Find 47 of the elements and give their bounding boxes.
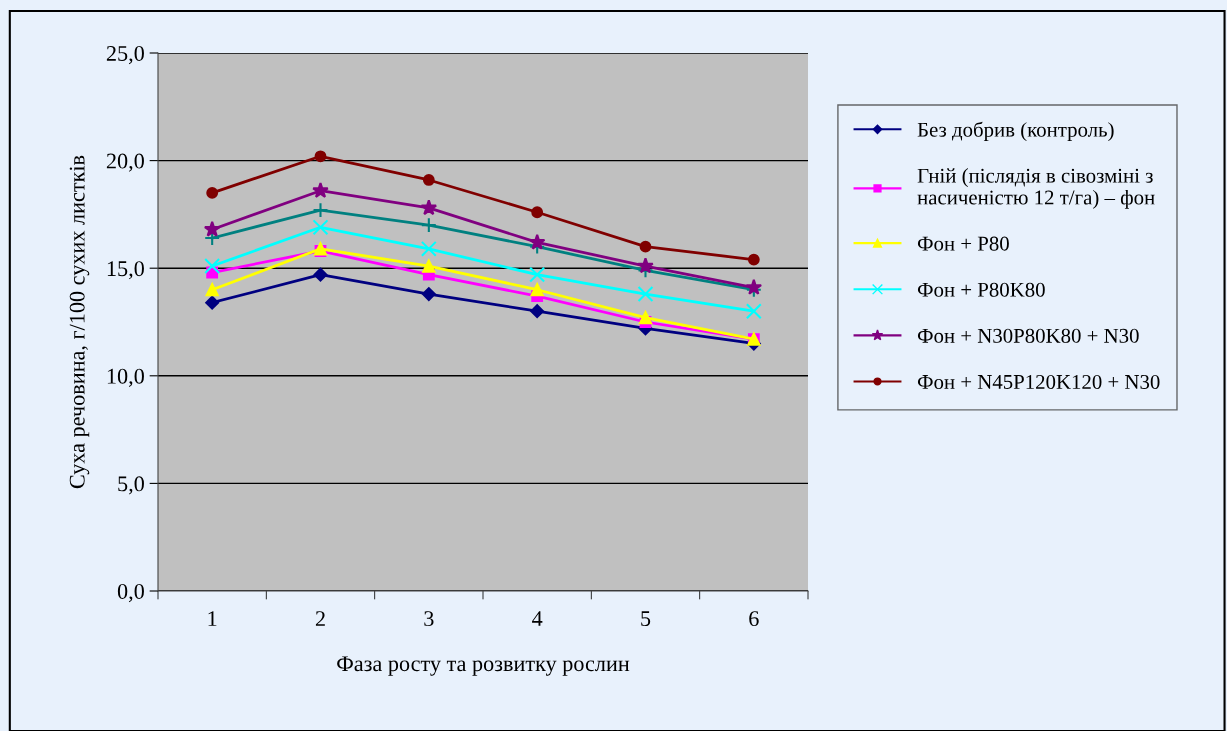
point: [205, 283, 219, 297]
point: [745, 303, 762, 320]
y-tick-label: 0,0: [117, 583, 144, 603]
point: [421, 287, 436, 301]
point: [203, 220, 221, 237]
x-tick-label: 5: [641, 611, 651, 627]
x-tick-label: 6: [749, 611, 759, 627]
point: [747, 253, 760, 266]
x-tick-label: 4: [532, 611, 543, 626]
point: [637, 257, 654, 274]
point: [531, 206, 544, 219]
legend-label: Фон + P80: [917, 236, 1009, 251]
point: [422, 174, 435, 186]
point: [204, 258, 221, 275]
point: [312, 182, 329, 198]
point: [420, 240, 437, 257]
legend-label: Фон + P80K80: [917, 282, 1045, 297]
point: [312, 219, 329, 236]
legend-label: Гній (післядія в сівозміні з насиченістю 12 т/га) – фон: [917, 168, 1155, 209]
point: [420, 199, 438, 216]
point: [205, 295, 220, 310]
y-tick-label: 5,0: [118, 476, 144, 495]
point: [206, 186, 219, 199]
x-axis-title: Фаза росту та розвитку рослин: [337, 656, 630, 676]
point: [530, 304, 545, 319]
x-tick-label: 3: [424, 611, 434, 627]
legend-label: Фон + N45P120K120 + N30: [917, 374, 1160, 389]
point: [530, 283, 544, 297]
y-tick-label: 10,0: [107, 368, 144, 387]
point: [639, 240, 652, 253]
y-tick-label: 20,0: [106, 153, 144, 172]
y-tick-label: 15,0: [107, 261, 144, 280]
y-tick-label: 25,0: [106, 45, 144, 65]
x-tick-label: 2: [315, 611, 325, 626]
legend-label: Без добрив (контроль): [917, 121, 1114, 142]
point: [528, 233, 546, 250]
point: [638, 311, 653, 325]
point: [313, 267, 328, 282]
legend-label: Фон + N30P80K80 + N30: [917, 328, 1139, 343]
point: [314, 150, 327, 163]
point: [312, 202, 329, 219]
point: [420, 217, 437, 234]
x-tick-label: 1: [208, 611, 217, 626]
y-axis-title: Суха речовина, г/100 сухих листків: [69, 155, 90, 489]
point: [637, 286, 654, 303]
point: [422, 259, 436, 273]
point: [529, 266, 546, 283]
